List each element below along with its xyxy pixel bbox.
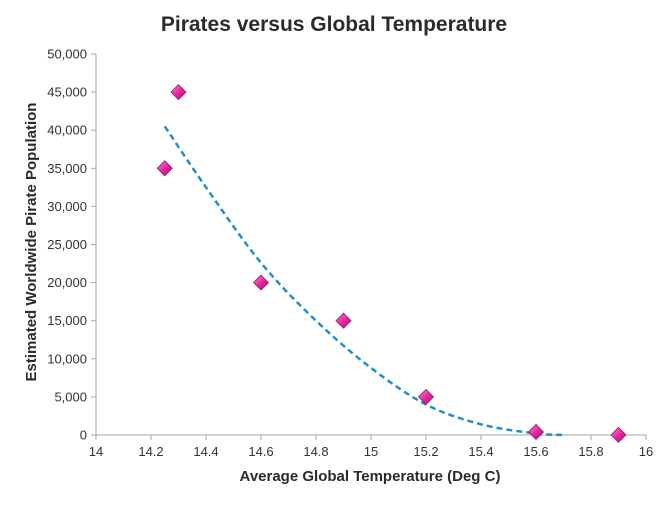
- x-tick-label: 15: [364, 444, 378, 459]
- x-tick-label: 15.4: [468, 444, 493, 459]
- y-tick-label: 10,000: [47, 351, 87, 366]
- y-axis-ticks: 0 5,000 10,000 15,000 20,000 25,000 30,000 35,0…: [47, 47, 96, 443]
- x-tick-label: 16: [639, 444, 653, 459]
- x-tick-label: 14.6: [248, 444, 273, 459]
- x-axis-ticks: 14 14.2 14.4 14.6 14.8 15 15.2 15.4 15.6 15.8 16: [89, 435, 653, 459]
- data-point: [527, 423, 545, 441]
- y-tick-label: 35,000: [47, 161, 87, 176]
- y-tick-label: 0: [80, 428, 87, 443]
- chart-title: Pirates versus Global Temperature: [161, 13, 507, 36]
- y-tick-label: 30,000: [47, 199, 87, 214]
- x-tick-label: 14: [89, 444, 103, 459]
- y-tick-label: 20,000: [47, 275, 87, 290]
- x-tick-label: 15.8: [578, 444, 603, 459]
- data-points: [156, 84, 627, 443]
- y-tick-label: 15,000: [47, 313, 87, 328]
- data-point: [156, 160, 173, 177]
- y-tick-label: 40,000: [47, 123, 87, 138]
- x-axis-label: Average Global Temperature (Deg C): [240, 468, 501, 485]
- y-tick-label: 45,000: [47, 85, 87, 100]
- x-tick-label: 15.2: [413, 444, 438, 459]
- data-point: [335, 312, 352, 329]
- y-tick-label: 5,000: [54, 389, 87, 404]
- axes: [95, 54, 646, 436]
- data-point: [610, 426, 627, 443]
- x-tick-label: 15.6: [523, 444, 548, 459]
- data-point: [252, 274, 270, 291]
- y-axis-label: Estimated Worldwide Pirate Population: [23, 103, 40, 382]
- x-tick-label: 14.4: [193, 444, 218, 459]
- y-tick-label: 25,000: [47, 237, 87, 252]
- x-tick-label: 14.8: [303, 444, 328, 459]
- x-tick-label: 14.2: [138, 444, 163, 459]
- y-tick-label: 50,000: [47, 47, 87, 62]
- trendline: [163, 125, 564, 437]
- data-point: [417, 388, 435, 405]
- data-point: [170, 84, 187, 101]
